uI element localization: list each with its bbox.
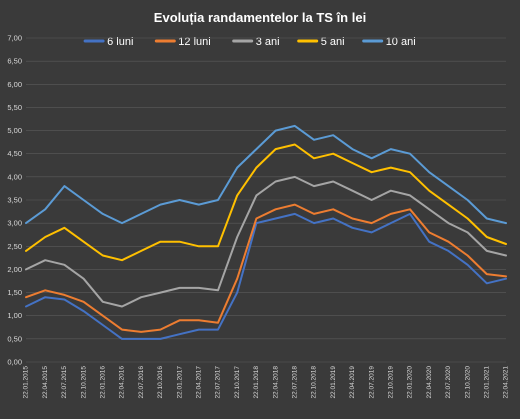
y-tick-label: 5,50 bbox=[7, 103, 22, 112]
y-tick-label: 2,00 bbox=[7, 265, 22, 274]
y-tick-label: 4,50 bbox=[7, 149, 22, 158]
x-tick-label: 22.04.2020 bbox=[426, 366, 433, 399]
legend-label-10-ani: 10 ani bbox=[386, 36, 416, 48]
legend-label-6-luni: 6 luni bbox=[107, 36, 133, 48]
series-line-3-ani bbox=[25, 175, 507, 308]
x-tick-label: 22.01.2018 bbox=[253, 366, 260, 399]
x-tick-label: 22.10.2016 bbox=[157, 366, 164, 399]
legend-label-3-ani: 3 ani bbox=[256, 36, 280, 48]
x-tick-label: 22.04.2018 bbox=[272, 366, 279, 399]
x-tick-label: 22.10.2018 bbox=[311, 366, 318, 399]
y-tick-label: 0,50 bbox=[7, 334, 22, 343]
y-tick-label: 3,00 bbox=[7, 219, 22, 228]
x-tick-label: 22.01.2016 bbox=[100, 366, 107, 399]
x-tick-label: 22.04.2016 bbox=[119, 366, 126, 399]
x-tick-label: 22.07.2015 bbox=[61, 366, 68, 399]
x-tick-label: 22.07.2019 bbox=[368, 366, 375, 399]
x-tick-label: 22.07.2018 bbox=[292, 366, 299, 399]
y-axis: 0,00 0,50 1,00 1,50 2,00 2,50 3,00 3,50 4,00 4,50… bbox=[7, 34, 22, 367]
x-tick-label: 22.01.2017 bbox=[176, 366, 183, 399]
x-tick-label: 22.10.2017 bbox=[234, 366, 241, 399]
x-tick-label: 22.07.2020 bbox=[445, 366, 452, 399]
x-tick-label: 22.01.2019 bbox=[330, 366, 337, 399]
grid bbox=[26, 37, 506, 363]
x-tick-label: 22.01.2015 bbox=[23, 366, 30, 399]
y-tick-label: 3,50 bbox=[7, 196, 22, 205]
y-tick-label: 4,00 bbox=[7, 172, 22, 181]
x-tick-label: 22.04.2021 bbox=[503, 366, 510, 399]
y-tick-label: 2,50 bbox=[7, 242, 22, 251]
y-tick-label: 7,00 bbox=[7, 34, 22, 43]
x-tick-label: 22.10.2015 bbox=[80, 366, 87, 399]
y-tick-label: 1,50 bbox=[7, 288, 22, 297]
series-line-12-luni bbox=[25, 203, 507, 333]
x-tick-label: 22.04.2015 bbox=[42, 366, 49, 399]
y-tick-label: 0,00 bbox=[7, 358, 22, 367]
y-tick-label: 1,00 bbox=[7, 311, 22, 320]
y-tick-label: 5,00 bbox=[7, 126, 22, 135]
x-tick-label: 22.07.2017 bbox=[215, 366, 222, 399]
series-line-10-ani bbox=[25, 124, 507, 225]
legend: 6 luni 12 luni 3 ani 5 ani 10 ani bbox=[83, 36, 416, 48]
x-tick-label: 22.10.2020 bbox=[464, 366, 471, 399]
x-tick-label: 22.04.2017 bbox=[196, 366, 203, 399]
x-tick-label: 22.07.2016 bbox=[138, 366, 145, 399]
x-axis: 22.01.2015 22.04.2015 22.07.2015 22.10.2015… bbox=[23, 366, 510, 399]
series-line-5-ani bbox=[25, 143, 507, 262]
y-tick-label: 6,50 bbox=[7, 57, 22, 66]
series-line-6-luni bbox=[25, 212, 507, 340]
x-tick-label: 22.01.2020 bbox=[407, 366, 414, 399]
x-tick-label: 22.01.2021 bbox=[484, 366, 491, 399]
chart-title: Evoluția randamentelor la TS în lei bbox=[154, 10, 366, 25]
y-tick-label: 6,00 bbox=[7, 80, 22, 89]
x-tick-label: 22.04.2019 bbox=[349, 366, 356, 399]
legend-label-12-luni: 12 luni bbox=[178, 36, 210, 48]
legend-label-5-ani: 5 ani bbox=[321, 36, 345, 48]
x-tick-label: 22.10.2019 bbox=[388, 366, 395, 399]
plot-area bbox=[25, 124, 507, 340]
